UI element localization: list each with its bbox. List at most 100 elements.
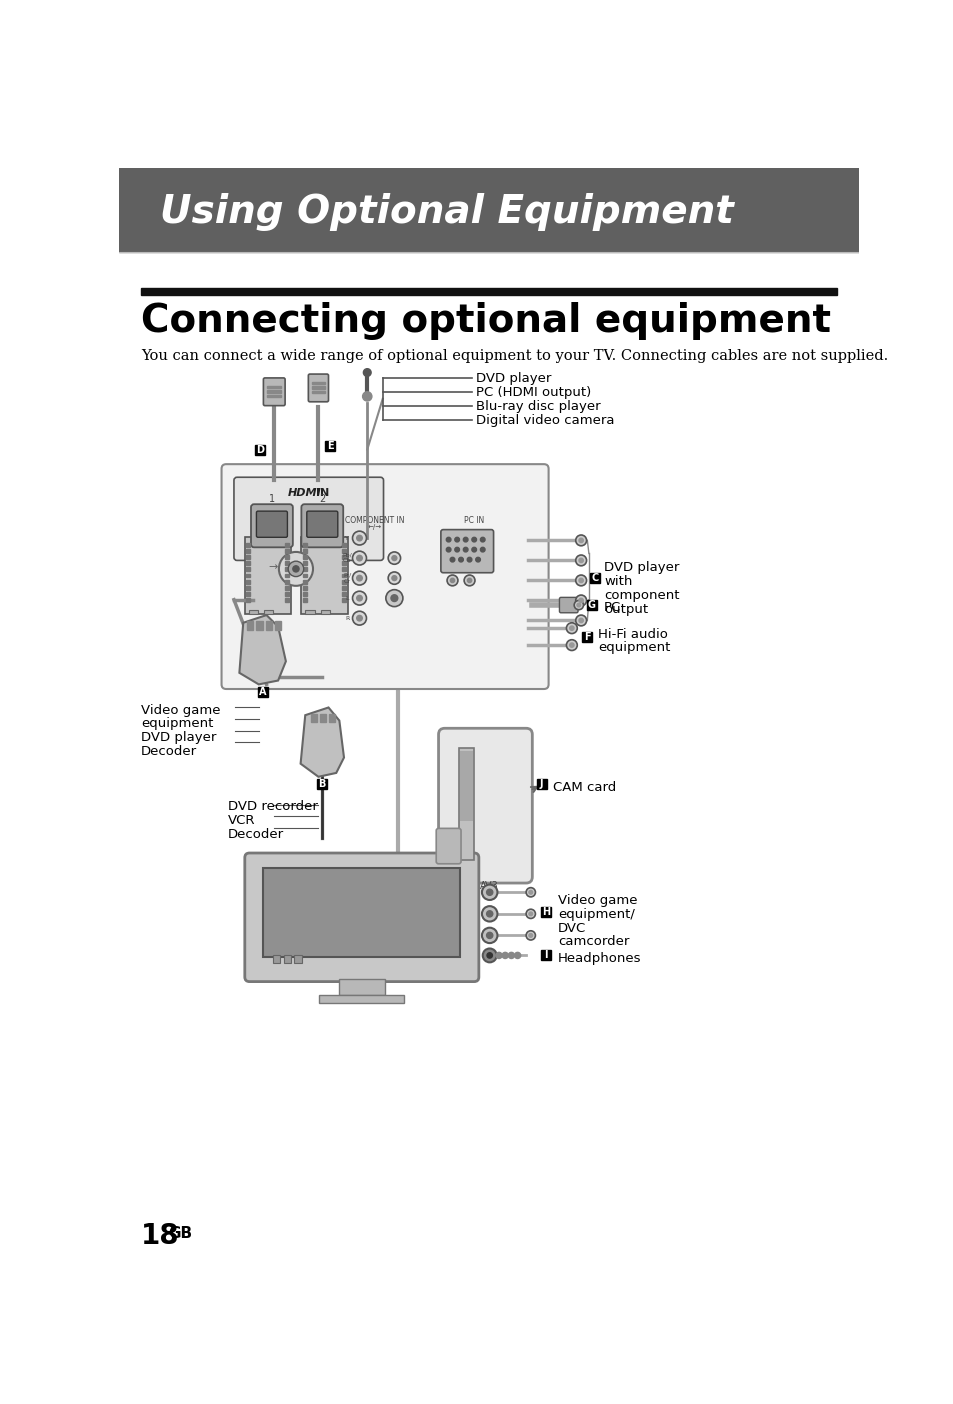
Text: GB: GB [168, 1226, 192, 1241]
Circle shape [353, 611, 366, 625]
Polygon shape [300, 708, 344, 776]
Bar [285, 580, 289, 584]
Circle shape [514, 952, 520, 959]
Circle shape [486, 932, 493, 938]
Circle shape [486, 911, 493, 917]
Bar [325, 441, 335, 451]
Circle shape [356, 615, 362, 621]
Text: camcorder: camcorder [558, 935, 629, 948]
Circle shape [566, 623, 577, 633]
FancyBboxPatch shape [245, 854, 478, 981]
Bar [255, 445, 265, 455]
FancyBboxPatch shape [440, 529, 493, 573]
Bar [341, 580, 345, 584]
Bar [246, 543, 250, 546]
Bar [312, 390, 324, 393]
Bar [319, 713, 326, 722]
Bar [285, 562, 289, 564]
Bar [341, 573, 345, 577]
Circle shape [575, 615, 586, 626]
FancyBboxPatch shape [233, 477, 383, 560]
Circle shape [356, 595, 362, 601]
Bar [312, 386, 324, 389]
Bar [141, 288, 836, 295]
Bar [246, 580, 250, 584]
Circle shape [575, 535, 586, 546]
Text: DVC: DVC [558, 921, 585, 935]
Bar [301, 536, 348, 614]
Circle shape [293, 566, 298, 571]
Circle shape [353, 591, 366, 605]
Text: Pr/
Cr: Pr/ Cr [343, 573, 351, 584]
Text: PC (HDMI output): PC (HDMI output) [476, 386, 590, 399]
Bar [285, 555, 289, 559]
Text: G: G [587, 600, 596, 611]
Text: Hi-Fi audio: Hi-Fi audio [598, 628, 667, 642]
Text: Pb/
Cb: Pb/ Cb [342, 553, 352, 563]
Circle shape [528, 934, 532, 938]
Circle shape [362, 392, 372, 402]
Text: output: output [604, 602, 648, 616]
Text: Y: Y [345, 535, 349, 541]
Circle shape [566, 640, 577, 650]
Bar [341, 585, 345, 590]
Bar [246, 573, 250, 577]
Bar [246, 555, 250, 559]
Circle shape [447, 576, 457, 585]
Circle shape [388, 571, 400, 584]
Text: DVD player: DVD player [476, 372, 551, 385]
Bar [285, 585, 289, 590]
Text: R: R [345, 616, 349, 621]
Circle shape [353, 531, 366, 545]
Text: HDMI: HDMI [288, 487, 321, 497]
Bar [341, 567, 345, 571]
Bar [341, 543, 345, 546]
Circle shape [455, 538, 459, 542]
Text: F: F [583, 632, 590, 642]
Text: COMPONENT IN: COMPONENT IN [345, 515, 404, 525]
Text: ←/→: ←/→ [368, 524, 381, 531]
Text: Decoder: Decoder [141, 746, 197, 758]
Text: component: component [604, 588, 679, 602]
Bar [303, 562, 307, 564]
Bar [285, 598, 289, 602]
Circle shape [569, 643, 574, 647]
Circle shape [463, 548, 468, 552]
Circle shape [501, 952, 508, 959]
Circle shape [525, 887, 535, 897]
Circle shape [578, 598, 582, 602]
Text: Video game: Video game [141, 703, 220, 716]
Bar [303, 543, 307, 546]
Text: B: B [318, 779, 326, 789]
Circle shape [486, 953, 492, 958]
Bar [285, 549, 289, 553]
Circle shape [508, 952, 514, 959]
Circle shape [525, 931, 535, 941]
Bar [246, 567, 250, 571]
FancyBboxPatch shape [263, 378, 285, 406]
Text: H: H [541, 907, 550, 917]
Circle shape [575, 595, 586, 607]
Circle shape [450, 557, 455, 562]
Bar [247, 621, 253, 630]
Bar [246, 585, 250, 590]
FancyBboxPatch shape [256, 511, 287, 538]
Bar [257, 687, 268, 696]
Circle shape [472, 548, 476, 552]
Circle shape [578, 618, 582, 622]
Text: AV2: AV2 [317, 524, 338, 534]
Text: L: L [345, 595, 349, 601]
Bar [586, 600, 597, 611]
Text: PC: PC [603, 601, 620, 614]
Bar [312, 382, 324, 385]
Bar [311, 713, 316, 722]
Text: 1: 1 [269, 494, 274, 504]
Circle shape [385, 590, 402, 607]
Bar [256, 621, 262, 630]
Bar [273, 955, 280, 963]
Text: equipment: equipment [598, 642, 670, 654]
Bar [341, 549, 345, 553]
Circle shape [363, 369, 371, 376]
Circle shape [481, 906, 497, 921]
Bar [245, 536, 291, 614]
